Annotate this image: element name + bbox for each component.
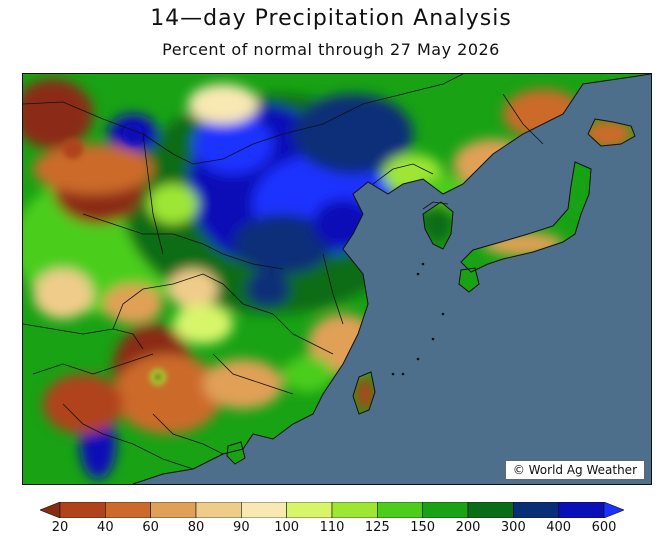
- precipitation-map: © World Ag Weather: [22, 73, 652, 485]
- map-canvas: [23, 74, 651, 484]
- legend-label: 20: [51, 520, 69, 535]
- legend-label: 150: [410, 520, 436, 535]
- legend-swatch: [241, 502, 287, 518]
- legend-label: 400: [546, 520, 572, 535]
- map-credit: © World Ag Weather: [504, 460, 645, 480]
- legend-label: 300: [500, 520, 526, 535]
- legend-swatch: [467, 502, 514, 518]
- legend-swatch: [105, 502, 151, 518]
- legend-label: 80: [187, 520, 205, 535]
- legend-swatch: [558, 502, 605, 518]
- legend-swatch: [195, 502, 242, 518]
- legend-label: 40: [97, 520, 114, 535]
- map-title: 14—day Precipitation Analysis: [150, 6, 512, 31]
- legend-swatch: [513, 502, 559, 518]
- legend-swatch-over: [603, 502, 624, 518]
- legend-label: 100: [274, 520, 300, 535]
- legend-swatch: [150, 502, 197, 518]
- legend-swatch-under: [40, 502, 61, 518]
- legend-label: 125: [364, 520, 390, 535]
- legend-bar: [40, 502, 624, 518]
- coastlines: [132, 74, 651, 484]
- legend-label: 200: [455, 520, 481, 535]
- country-borders: [23, 74, 544, 470]
- small-islands: [391, 262, 445, 376]
- legend-label: 60: [142, 520, 159, 535]
- legend-swatch: [422, 502, 469, 518]
- legend-swatch: [59, 502, 106, 518]
- legend-label: 600: [591, 520, 617, 535]
- legend-swatch: [286, 502, 333, 518]
- map-subtitle: Percent of normal through 27 May 2026: [162, 40, 500, 59]
- legend-swatch: [331, 502, 378, 518]
- legend: 20 40 60 80 90 100 110 125 150 200 300 400 600: [0, 494, 662, 543]
- legend-label: 90: [233, 520, 250, 535]
- legend-label: 110: [319, 520, 345, 535]
- legend-swatch: [377, 502, 423, 518]
